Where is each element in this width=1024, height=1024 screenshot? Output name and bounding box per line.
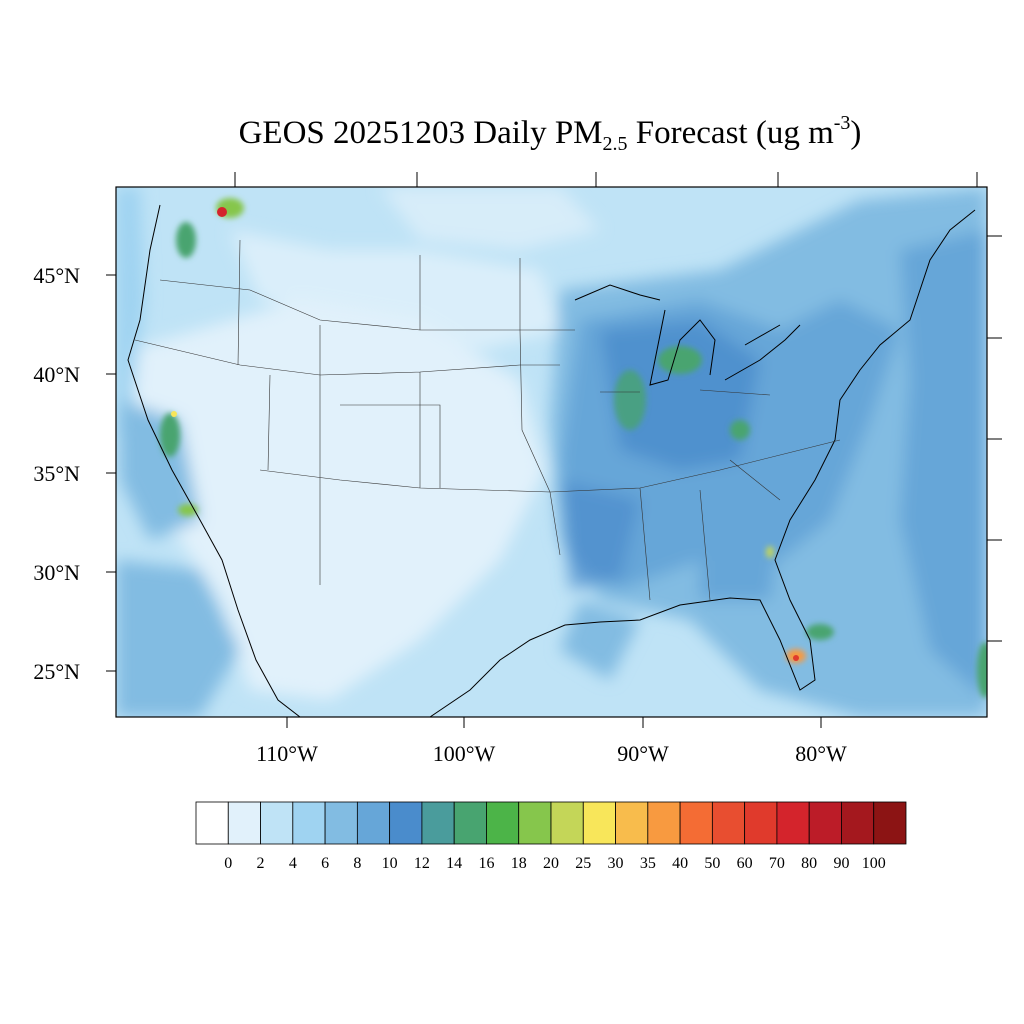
lon-label: 80°W (795, 741, 847, 766)
colorbar-label: 0 (224, 855, 232, 872)
colorbar-swatch (486, 801, 520, 845)
lat-label: 40°N (33, 362, 80, 387)
colorbar-label: 25 (575, 855, 591, 872)
lat-label: 45°N (33, 263, 80, 288)
colorbar-swatch (808, 801, 842, 845)
title-superscript: -3 (833, 112, 851, 134)
colorbar-swatch (453, 801, 487, 845)
colorbar-swatch (776, 801, 810, 845)
colorbar-label: 50 (704, 855, 720, 872)
title-text: GEOS 20251203 Daily PM (238, 115, 603, 151)
colorbar-swatch (389, 801, 423, 845)
colorbar-swatch (550, 801, 584, 845)
lat-label: 35°N (33, 461, 80, 486)
colorbar-swatch (582, 801, 616, 845)
colorbar-label: 12 (414, 855, 430, 872)
colorbar-swatch (615, 801, 649, 845)
longitude-labels: 110°W 100°W 90°W 80°W (256, 741, 847, 766)
colorbar-label: 18 (511, 855, 527, 872)
colorbar-label: 35 (640, 855, 656, 872)
colorbar-swatch (711, 801, 746, 845)
lat-label: 30°N (33, 560, 80, 585)
colorbar-swatch (356, 801, 391, 845)
wildfire-hotspot-icon (217, 207, 227, 217)
colorbar-label: 80 (801, 855, 817, 872)
title-subscript: 2.5 (602, 133, 628, 155)
coastline (127, 204, 976, 717)
colorbar-swatch (744, 801, 778, 845)
colorbar-swatch (647, 801, 681, 845)
colorbar-swatch (227, 801, 261, 845)
pm25-map (116, 187, 987, 717)
lon-label: 90°W (617, 741, 669, 766)
colorbar-swatch (873, 801, 907, 845)
map-frame (115, 186, 988, 718)
colorbar-label: 6 (321, 855, 329, 872)
colorbar-swatch (841, 801, 875, 845)
colorbar-label: 2 (257, 855, 265, 872)
colorbar-swatch (324, 801, 358, 845)
title-units-text: Forecast (ug m (627, 115, 834, 151)
colorbar-label: 14 (446, 855, 462, 872)
colorbar-label: 70 (769, 855, 785, 872)
colorbar-label: 100 (862, 855, 886, 872)
colorbar-label: 60 (737, 855, 753, 872)
latitude-labels: 45°N 40°N 35°N 30°N 25°N (33, 263, 80, 684)
colorbar-label: 90 (833, 855, 849, 872)
great-lakes (574, 284, 801, 386)
map-title: GEOS 20251203 Daily PM2.5 Forecast (ug m… (0, 112, 1024, 156)
state-boundaries (134, 239, 841, 601)
colorbar-label: 40 (672, 855, 688, 872)
colorbar-swatch (260, 801, 294, 845)
colorbar-swatch (292, 801, 326, 845)
hotspots (160, 198, 987, 698)
colorbar-swatch (518, 801, 552, 845)
lat-label: 25°N (33, 659, 80, 684)
colorbar-label: 10 (382, 855, 398, 872)
colorbar-label: 16 (478, 855, 494, 872)
colorbar-label: 8 (353, 855, 361, 872)
title-suffix: ) (850, 115, 862, 151)
colorbar-label: 30 (608, 855, 624, 872)
lon-label: 110°W (256, 741, 318, 766)
colorbar: 0 2 4 6 8 10 12 14 16 18 20 25 30 35 40 50 60 70 80 90 100 (195, 801, 907, 872)
lon-label: 100°W (433, 741, 496, 766)
colorbar-swatch (421, 801, 455, 845)
colorbar-label: 4 (289, 855, 297, 872)
axis-ticks (106, 172, 1002, 728)
concentration-field (116, 187, 987, 717)
colorbar-label: 20 (543, 855, 559, 872)
colorbar-swatch (195, 801, 229, 845)
colorbar-swatch (679, 801, 713, 845)
